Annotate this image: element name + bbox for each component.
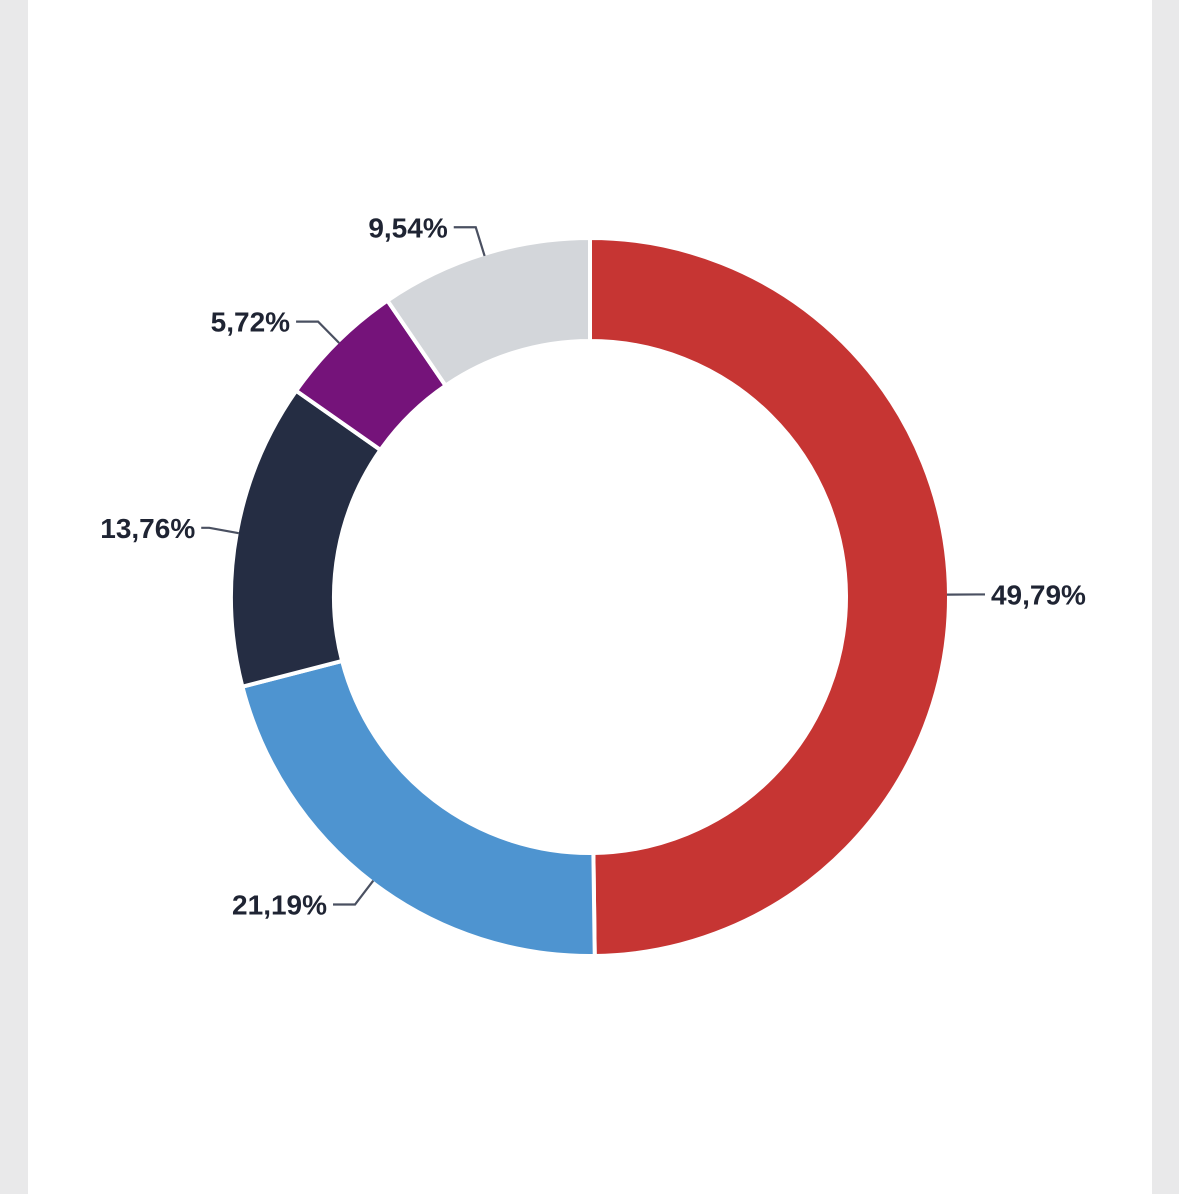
donut-slice-0 [588, 236, 952, 958]
data-label-4: 9,54% [368, 212, 447, 243]
leader-line-4 [453, 226, 486, 257]
chart-card [28, 0, 1152, 1194]
donut-slice-4 [385, 236, 592, 388]
data-labels: 49,79% 21,19% 13,76% 5,72% 9,54% [100, 212, 1086, 920]
data-label-0: 49,79% [991, 579, 1086, 610]
leader-line-2 [201, 526, 239, 535]
donut-slice-1 [240, 658, 597, 958]
data-label-2: 13,76% [100, 513, 195, 544]
data-label-3: 5,72% [211, 307, 290, 338]
donut-slices [229, 236, 952, 958]
leader-line-3 [296, 320, 340, 344]
data-label-1: 21,19% [232, 889, 327, 920]
leader-lines [201, 226, 985, 906]
leader-line-1 [333, 879, 375, 906]
